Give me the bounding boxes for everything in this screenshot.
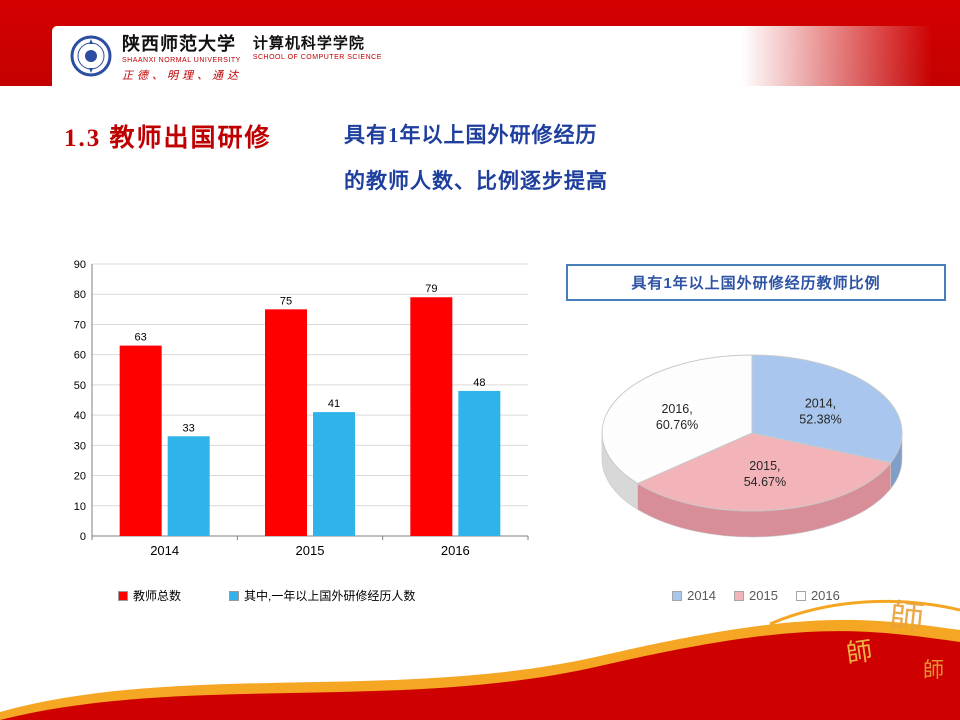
footer-gold-wave — [0, 619, 960, 720]
legend-label: 2016 — [810, 588, 840, 603]
bar-chart: 0 10 20 30 40 50 60 70 80 90 2014 63 33 2015 75 41 2016 7… — [74, 259, 529, 558]
bar-value-label: 79 — [425, 283, 437, 295]
school-name: 计算机科学学院 — [252, 34, 365, 52]
bar-2016-1 — [458, 390, 501, 536]
footer-gold-flourish — [769, 599, 960, 626]
pie-slice-2014 — [751, 354, 903, 464]
y-tick-label: 0 — [80, 531, 86, 543]
y-tick-label: 20 — [74, 471, 86, 483]
bar-2016-0 — [410, 297, 453, 536]
legend-item: 2014 — [672, 588, 716, 603]
school-motto: 正德、明理、通达 — [122, 69, 242, 82]
x-tick-label: 2016 — [441, 543, 470, 558]
y-tick-label: 60 — [74, 350, 86, 362]
bar-2015-0 — [265, 309, 307, 536]
university-name: 陕西师范大学 — [122, 33, 236, 54]
y-tick-label: 70 — [74, 319, 86, 331]
pie-chart-title: 具有1年以上国外研修经历教师比例 — [566, 264, 946, 301]
y-tick-label: 40 — [74, 410, 86, 422]
legend-swatch-icon — [734, 590, 745, 601]
legend-label: 教师总数 — [133, 589, 182, 603]
legend-label: 2015 — [749, 588, 778, 603]
bar-chart-legend: 教师总数 其中,一年以上国外研修经历人数 — [118, 587, 538, 604]
legend-swatch-icon — [672, 590, 683, 601]
bar-2015-1 — [313, 412, 355, 536]
slide-subtitle: 具有1年以上国外研修经历 的教师人数、比例逐步提高 — [344, 112, 608, 204]
pie-chart: 2014, 52.38% 2015, 54.67% 2016, 60.76% — [601, 354, 903, 538]
pie-slice-label: 2016, 60.76% — [656, 402, 698, 432]
legend-swatch-icon — [795, 590, 806, 601]
pie-chart-block: 具有1年以上国外研修经历教师比例 2014, 52.38% 2015, 54.67% 2… — [566, 264, 946, 603]
bar-2014-1 — [167, 436, 210, 536]
bar-2014-0 — [119, 345, 162, 536]
x-tick-label: 2015 — [296, 543, 325, 558]
pie-chart-legend: 2014 2015 2016 — [566, 588, 946, 603]
slide-title: 1.3 教师出国研修 — [64, 125, 272, 152]
bar-value-label: 63 — [135, 332, 147, 344]
legend-item: 2016 — [795, 588, 840, 603]
legend-label: 其中,一年以上国外研修经历人数 — [244, 589, 416, 603]
header-white-band: 陕西师范大学 SHAANXI NORMAL UNIVERSITY 计算机科学学院… — [52, 26, 960, 86]
bar-value-label: 33 — [183, 422, 195, 434]
header-text-block: 陕西师范大学 SHAANXI NORMAL UNIVERSITY 计算机科学学院… — [122, 30, 382, 83]
university-name-en: SHAANXI NORMAL UNIVERSITY — [122, 56, 241, 64]
bar-value-label: 48 — [473, 377, 485, 389]
pie-slice-2016 — [601, 354, 753, 485]
pie-slice-label: 2015, 54.67% — [744, 459, 786, 489]
footer-decoration: 師 師 師 — [0, 590, 960, 720]
y-tick-label: 10 — [74, 501, 86, 513]
school-name-en: SCHOOL OF COMPUTER SCIENCE — [252, 53, 382, 61]
calligraphy-seal-icon: 師 — [844, 636, 875, 669]
legend-swatch-icon — [229, 590, 240, 601]
footer-red-wave — [0, 631, 960, 720]
pie-slice-2015 — [636, 432, 892, 512]
bar-value-label: 75 — [280, 295, 292, 307]
y-tick-label: 30 — [74, 440, 86, 452]
header-banner: 陕西师范大学 SHAANXI NORMAL UNIVERSITY 计算机科学学院… — [0, 0, 960, 86]
bar-value-label: 41 — [328, 398, 340, 410]
legend-label: 2014 — [687, 588, 717, 603]
legend-item: 2015 — [734, 588, 778, 603]
subtitle-line-2: 的教师人数、比例逐步提高 — [344, 169, 608, 193]
pie-svg-wrap: 2014, 52.38% 2015, 54.67% 2016, 60.76% — [566, 315, 946, 566]
pie-slice-label: 2014, 52.38% — [799, 396, 841, 426]
legend-item: 其中,一年以上国外研修经历人数 — [229, 587, 415, 604]
legend-swatch-icon — [118, 590, 128, 601]
calligraphy-seal-icon: 師 — [923, 658, 944, 682]
y-tick-label: 90 — [74, 259, 86, 271]
university-logo-icon — [70, 35, 112, 77]
subtitle-line-1: 具有1年以上国外研修经历 — [344, 123, 598, 147]
y-tick-label: 50 — [74, 380, 86, 392]
y-tick-label: 80 — [74, 289, 86, 301]
legend-item: 教师总数 — [118, 587, 181, 604]
bar-chart-block: 0 10 20 30 40 50 60 70 80 90 2014 63 33 2015 75 41 2016 7… — [56, 248, 538, 604]
footer-wave — [0, 599, 960, 720]
x-tick-label: 2014 — [150, 543, 179, 558]
